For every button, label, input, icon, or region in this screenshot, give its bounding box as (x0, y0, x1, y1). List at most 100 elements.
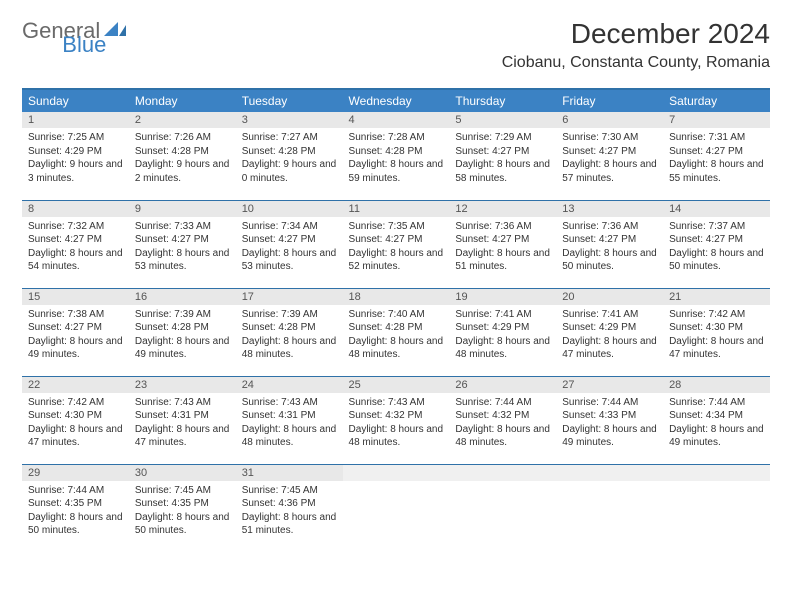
day-number: 28 (663, 377, 770, 393)
sunrise-line: Sunrise: 7:30 AM (562, 131, 657, 145)
calendar-cell: 1Sunrise: 7:25 AMSunset: 4:29 PMDaylight… (22, 112, 129, 200)
day-details: Sunrise: 7:35 AMSunset: 4:27 PMDaylight:… (343, 217, 450, 278)
sunrise-line: Sunrise: 7:42 AM (28, 396, 123, 410)
daylight-line: Daylight: 8 hours and 59 minutes. (349, 158, 444, 185)
calendar-cell: 23Sunrise: 7:43 AMSunset: 4:31 PMDayligh… (129, 376, 236, 464)
sunset-line: Sunset: 4:30 PM (28, 409, 123, 423)
sunset-line: Sunset: 4:36 PM (242, 497, 337, 511)
daylight-line: Daylight: 8 hours and 47 minutes. (28, 423, 123, 450)
daylight-line: Daylight: 9 hours and 0 minutes. (242, 158, 337, 185)
sunrise-line: Sunrise: 7:27 AM (242, 131, 337, 145)
daylight-line: Daylight: 8 hours and 58 minutes. (455, 158, 550, 185)
daylight-line: Daylight: 8 hours and 48 minutes. (242, 335, 337, 362)
calendar-row: 8Sunrise: 7:32 AMSunset: 4:27 PMDaylight… (22, 200, 770, 288)
logo-text-blue: Blue (62, 32, 106, 58)
calendar-cell: 27Sunrise: 7:44 AMSunset: 4:33 PMDayligh… (556, 376, 663, 464)
daylight-line: Daylight: 9 hours and 2 minutes. (135, 158, 230, 185)
calendar-cell: 15Sunrise: 7:38 AMSunset: 4:27 PMDayligh… (22, 288, 129, 376)
day-number: 4 (343, 112, 450, 128)
sunrise-line: Sunrise: 7:44 AM (455, 396, 550, 410)
daylight-line: Daylight: 8 hours and 55 minutes. (669, 158, 764, 185)
sunset-line: Sunset: 4:31 PM (135, 409, 230, 423)
calendar-cell: 9Sunrise: 7:33 AMSunset: 4:27 PMDaylight… (129, 200, 236, 288)
daylight-line: Daylight: 8 hours and 48 minutes. (242, 423, 337, 450)
calendar-cell: 13Sunrise: 7:36 AMSunset: 4:27 PMDayligh… (556, 200, 663, 288)
calendar-cell: 3Sunrise: 7:27 AMSunset: 4:28 PMDaylight… (236, 112, 343, 200)
day-details: Sunrise: 7:45 AMSunset: 4:35 PMDaylight:… (129, 481, 236, 542)
sunset-line: Sunset: 4:28 PM (135, 145, 230, 159)
weekday-header: Sunday (22, 89, 129, 112)
calendar-cell: 2Sunrise: 7:26 AMSunset: 4:28 PMDaylight… (129, 112, 236, 200)
day-details: Sunrise: 7:30 AMSunset: 4:27 PMDaylight:… (556, 128, 663, 189)
day-number: 17 (236, 289, 343, 305)
calendar-cell: 22Sunrise: 7:42 AMSunset: 4:30 PMDayligh… (22, 376, 129, 464)
day-number: 22 (22, 377, 129, 393)
daylight-line: Daylight: 8 hours and 49 minutes. (562, 423, 657, 450)
day-details: Sunrise: 7:41 AMSunset: 4:29 PMDaylight:… (449, 305, 556, 366)
sunrise-line: Sunrise: 7:39 AM (135, 308, 230, 322)
calendar-cell: 17Sunrise: 7:39 AMSunset: 4:28 PMDayligh… (236, 288, 343, 376)
sunrise-line: Sunrise: 7:44 AM (669, 396, 764, 410)
day-details: Sunrise: 7:44 AMSunset: 4:32 PMDaylight:… (449, 393, 556, 454)
sunset-line: Sunset: 4:27 PM (455, 233, 550, 247)
day-details: Sunrise: 7:43 AMSunset: 4:32 PMDaylight:… (343, 393, 450, 454)
day-number: 23 (129, 377, 236, 393)
calendar-cell: 20Sunrise: 7:41 AMSunset: 4:29 PMDayligh… (556, 288, 663, 376)
sunset-line: Sunset: 4:27 PM (562, 233, 657, 247)
sunrise-line: Sunrise: 7:32 AM (28, 220, 123, 234)
day-details: Sunrise: 7:42 AMSunset: 4:30 PMDaylight:… (22, 393, 129, 454)
day-number: 8 (22, 201, 129, 217)
sunset-line: Sunset: 4:30 PM (669, 321, 764, 335)
calendar-cell: . (556, 464, 663, 552)
sunrise-line: Sunrise: 7:45 AM (242, 484, 337, 498)
sunset-line: Sunset: 4:35 PM (28, 497, 123, 511)
sunset-line: Sunset: 4:35 PM (135, 497, 230, 511)
weekday-header-row: Sunday Monday Tuesday Wednesday Thursday… (22, 89, 770, 112)
day-number: 20 (556, 289, 663, 305)
day-number: 14 (663, 201, 770, 217)
day-details: Sunrise: 7:41 AMSunset: 4:29 PMDaylight:… (556, 305, 663, 366)
sunrise-line: Sunrise: 7:45 AM (135, 484, 230, 498)
day-number: 27 (556, 377, 663, 393)
sunset-line: Sunset: 4:28 PM (135, 321, 230, 335)
day-number: 1 (22, 112, 129, 128)
day-number: 12 (449, 201, 556, 217)
sunrise-line: Sunrise: 7:34 AM (242, 220, 337, 234)
sunrise-line: Sunrise: 7:43 AM (242, 396, 337, 410)
calendar-cell: 7Sunrise: 7:31 AMSunset: 4:27 PMDaylight… (663, 112, 770, 200)
daylight-line: Daylight: 8 hours and 47 minutes. (135, 423, 230, 450)
day-details: Sunrise: 7:27 AMSunset: 4:28 PMDaylight:… (236, 128, 343, 189)
sunset-line: Sunset: 4:31 PM (242, 409, 337, 423)
day-details: Sunrise: 7:28 AMSunset: 4:28 PMDaylight:… (343, 128, 450, 189)
location-subtitle: Ciobanu, Constanta County, Romania (502, 54, 770, 72)
sunset-line: Sunset: 4:29 PM (455, 321, 550, 335)
calendar-cell: 11Sunrise: 7:35 AMSunset: 4:27 PMDayligh… (343, 200, 450, 288)
day-details: Sunrise: 7:40 AMSunset: 4:28 PMDaylight:… (343, 305, 450, 366)
day-details: Sunrise: 7:42 AMSunset: 4:30 PMDaylight:… (663, 305, 770, 366)
day-details: Sunrise: 7:25 AMSunset: 4:29 PMDaylight:… (22, 128, 129, 189)
sunset-line: Sunset: 4:28 PM (242, 321, 337, 335)
sunrise-line: Sunrise: 7:31 AM (669, 131, 764, 145)
sunrise-line: Sunrise: 7:36 AM (562, 220, 657, 234)
calendar-cell: 26Sunrise: 7:44 AMSunset: 4:32 PMDayligh… (449, 376, 556, 464)
calendar-cell: 25Sunrise: 7:43 AMSunset: 4:32 PMDayligh… (343, 376, 450, 464)
sunset-line: Sunset: 4:27 PM (669, 145, 764, 159)
sunrise-line: Sunrise: 7:40 AM (349, 308, 444, 322)
title-block: December 2024 Ciobanu, Constanta County,… (502, 18, 770, 72)
daylight-line: Daylight: 8 hours and 50 minutes. (562, 247, 657, 274)
sunrise-line: Sunrise: 7:43 AM (135, 396, 230, 410)
day-details: Sunrise: 7:43 AMSunset: 4:31 PMDaylight:… (236, 393, 343, 454)
day-number: 5 (449, 112, 556, 128)
calendar-cell: . (343, 464, 450, 552)
calendar-body: 1Sunrise: 7:25 AMSunset: 4:29 PMDaylight… (22, 112, 770, 552)
daylight-line: Daylight: 8 hours and 50 minutes. (669, 247, 764, 274)
day-details: Sunrise: 7:31 AMSunset: 4:27 PMDaylight:… (663, 128, 770, 189)
calendar-cell: 21Sunrise: 7:42 AMSunset: 4:30 PMDayligh… (663, 288, 770, 376)
sunset-line: Sunset: 4:27 PM (135, 233, 230, 247)
day-number: 2 (129, 112, 236, 128)
sunset-line: Sunset: 4:33 PM (562, 409, 657, 423)
day-number: 29 (22, 465, 129, 481)
daylight-line: Daylight: 8 hours and 53 minutes. (242, 247, 337, 274)
day-details: Sunrise: 7:43 AMSunset: 4:31 PMDaylight:… (129, 393, 236, 454)
daylight-line: Daylight: 8 hours and 54 minutes. (28, 247, 123, 274)
